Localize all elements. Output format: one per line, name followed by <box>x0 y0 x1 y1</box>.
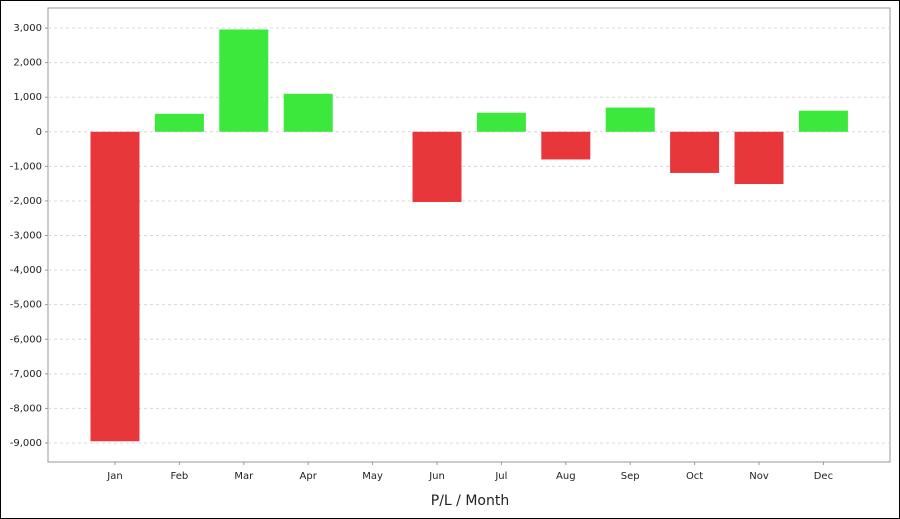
y-tick-label: -8,000 <box>10 403 42 414</box>
y-tick-label: 1,000 <box>13 92 42 103</box>
x-tick-label: Oct <box>686 471 703 482</box>
x-axis-label: P/L / Month <box>431 493 509 509</box>
x-tick-label: Jul <box>494 471 507 482</box>
bar <box>154 113 204 132</box>
x-tick-label: Dec <box>814 471 833 482</box>
x-tick-label: May <box>362 471 383 482</box>
bar <box>734 131 784 184</box>
x-tick-label: Mar <box>234 471 254 482</box>
bar <box>283 93 333 132</box>
x-tick-label: Jan <box>106 471 122 482</box>
bar <box>798 110 848 132</box>
y-tick-label: 3,000 <box>13 23 42 34</box>
x-tick-label: Aug <box>556 471 576 482</box>
bar <box>670 131 720 173</box>
bar <box>476 112 526 132</box>
bar <box>412 131 462 202</box>
bar <box>90 131 140 442</box>
y-tick-label: -4,000 <box>10 265 42 276</box>
plot-area <box>47 7 891 463</box>
x-tick-label: Feb <box>171 471 189 482</box>
bar <box>219 29 269 132</box>
y-tick-label: 2,000 <box>13 58 42 69</box>
y-tick-label: -9,000 <box>10 438 42 449</box>
x-tick-label: Apr <box>300 471 318 482</box>
bar <box>541 131 591 160</box>
y-tick-label: -7,000 <box>10 369 42 380</box>
bar <box>605 107 655 132</box>
x-tick-label: Jun <box>428 471 445 482</box>
x-tick-label: Sep <box>621 471 640 482</box>
y-tick-label: 0 <box>36 127 42 138</box>
y-tick-label: -3,000 <box>10 231 42 242</box>
x-tick-label: Nov <box>749 471 769 482</box>
y-tick-label: -1,000 <box>10 161 42 172</box>
y-tick-label: -2,000 <box>10 196 42 207</box>
y-tick-label: -6,000 <box>10 334 42 345</box>
y-tick-label: -5,000 <box>10 300 42 311</box>
